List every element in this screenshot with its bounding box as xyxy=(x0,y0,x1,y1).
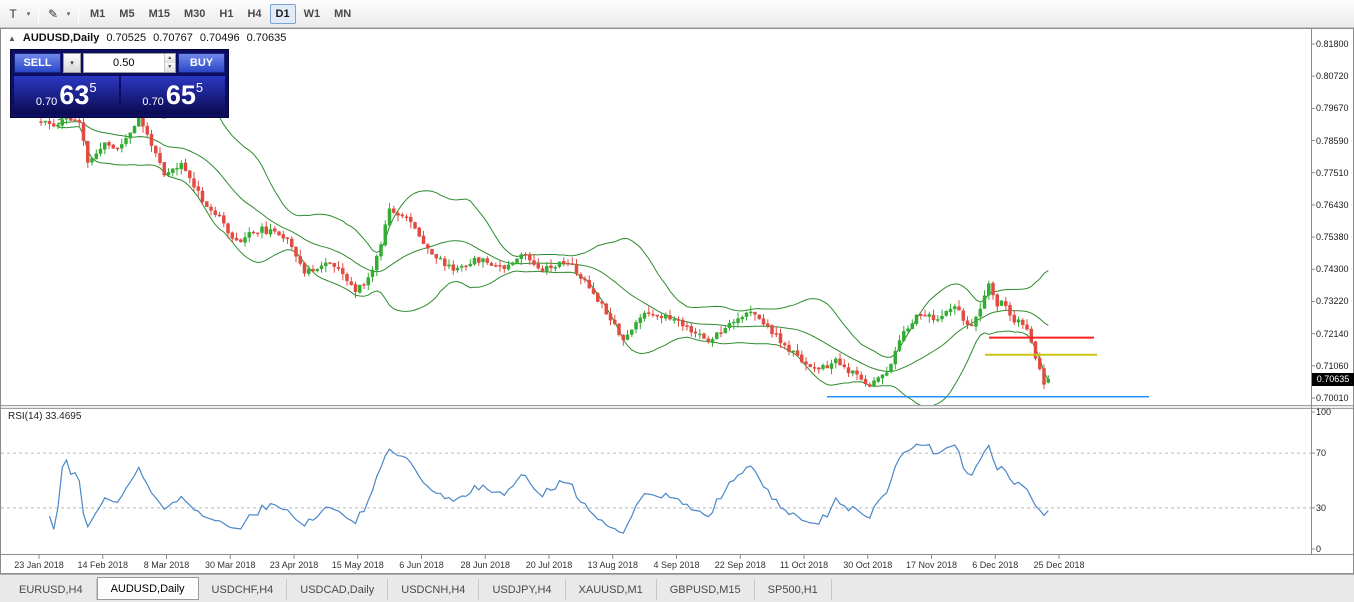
date-axis-label: 11 Oct 2018 xyxy=(779,560,829,570)
tab-usdjpy-h4[interactable]: USDJPY,H4 xyxy=(479,579,566,600)
ask-big-digits: 65 xyxy=(165,79,196,110)
timeframe-d1[interactable]: D1 xyxy=(269,3,296,24)
open-value: 0.70525 xyxy=(106,32,147,44)
current-price-badge: 0.70635 xyxy=(1312,372,1354,386)
timeframe-mn[interactable]: MN xyxy=(328,4,357,24)
bid-prefix: 0.70 xyxy=(35,96,58,108)
timeframe-m5[interactable]: M5 xyxy=(113,4,140,24)
date-axis-label: 15 May 2018 xyxy=(331,560,384,570)
timeframe-h1[interactable]: H1 xyxy=(213,4,239,24)
date-axis-label: 30 Oct 2018 xyxy=(843,560,893,570)
date-axis-label: 20 Jul 2018 xyxy=(525,560,573,570)
price-axis-label: 0.80720 xyxy=(1316,71,1349,82)
date-axis-label: 4 Sep 2018 xyxy=(653,560,700,570)
rsi-axis-label: 100 xyxy=(1316,407,1332,417)
tab-eurusd-h4[interactable]: EURUSD,H4 xyxy=(6,579,97,600)
date-axis-label: 6 Dec 2018 xyxy=(972,560,1019,570)
tab-usdcad-daily[interactable]: USDCAD,Daily xyxy=(287,579,389,600)
price-axis-label: 0.81800 xyxy=(1316,39,1349,49)
timeframe-m30[interactable]: M30 xyxy=(178,4,211,24)
low-value: 0.70496 xyxy=(199,32,240,44)
date-axis-label: 13 Aug 2018 xyxy=(587,560,639,570)
chevron-down-icon: ▾ xyxy=(70,60,74,67)
text-tool-button[interactable]: T xyxy=(3,3,23,25)
chart-title: ▲ AUDUSD,Daily 0.70525 0.70767 0.70496 0… xyxy=(8,32,286,44)
one-click-trading-panel: SELL ▾ ▲ ▼ BUY 0.70 63 5 0.70 65 xyxy=(10,49,229,118)
toolbar: T ▾ ✎ ▾ M1 M5 M15 M30 H1 H4 D1 W1 MN xyxy=(0,0,1354,28)
price-axis-label: 0.74300 xyxy=(1316,264,1349,275)
timeframe-buttons: M1 M5 M15 M30 H1 H4 D1 W1 MN xyxy=(83,3,358,24)
date-axis-label: 6 Jun 2018 xyxy=(399,560,444,570)
price-axis-label: 0.73220 xyxy=(1316,296,1349,307)
tab-usdchf-h4[interactable]: USDCHF,H4 xyxy=(199,579,288,600)
date-axis-label: 22 Sep 2018 xyxy=(714,560,766,570)
one-click-panel-toggle-icon[interactable]: ▲ xyxy=(8,33,16,43)
price-axis-label: 0.76430 xyxy=(1316,199,1349,210)
timeframe-h4[interactable]: H4 xyxy=(241,4,267,24)
price-axis-label: 0.72140 xyxy=(1316,328,1349,339)
chart-canvas[interactable] xyxy=(1,29,1353,573)
timeframe-m1[interactable]: M1 xyxy=(84,4,111,24)
date-axis-label: 28 Jun 2018 xyxy=(460,560,511,570)
draw-tool-dropdown[interactable]: ▾ xyxy=(63,3,74,25)
tab-sp500-h1[interactable]: SP500,H1 xyxy=(755,579,832,600)
volume-input[interactable] xyxy=(84,54,164,72)
bid-big-digits: 63 xyxy=(59,79,90,110)
timeframe-m15[interactable]: M15 xyxy=(143,4,176,24)
date-axis-label: 8 Mar 2018 xyxy=(143,560,190,570)
tab-audusd-daily[interactable]: AUDUSD,Daily xyxy=(96,577,199,600)
date-axis-label: 14 Feb 2018 xyxy=(77,560,129,570)
draw-tool-button[interactable]: ✎ xyxy=(43,3,63,25)
price-axis[interactable]: 0.81800 0.80720 0.79670 0.78590 0.77510 0.764… xyxy=(1312,29,1354,555)
text-tool-icon: T xyxy=(9,6,17,21)
price-axis-label: 0.75380 xyxy=(1316,232,1349,243)
bid-price-display[interactable]: 0.70 63 5 xyxy=(14,76,119,114)
price-axis-label: 0.70010 xyxy=(1316,393,1349,403)
timeframe-w1[interactable]: W1 xyxy=(298,4,327,24)
chevron-down-icon: ▾ xyxy=(66,10,71,18)
date-axis-label: 23 Apr 2018 xyxy=(269,560,319,570)
bid-pip-digit: 5 xyxy=(89,80,97,95)
rsi-indicator-label: RSI(14) 33.4695 xyxy=(8,411,82,422)
ask-price-display[interactable]: 0.70 65 5 xyxy=(120,76,225,114)
volume-down-button[interactable]: ▼ xyxy=(164,63,175,72)
date-axis-label: 23 Jan 2018 xyxy=(14,560,64,570)
rsi-axis-label: 0 xyxy=(1316,544,1322,554)
ohlc-values: 0.70525 0.70767 0.70496 0.70635 xyxy=(106,32,286,44)
price-axis-label: 0.71060 xyxy=(1316,360,1349,371)
volume-dropdown-button[interactable]: ▾ xyxy=(63,53,81,73)
chart-window: ▲ AUDUSD,Daily 0.70525 0.70767 0.70496 0… xyxy=(0,28,1354,574)
chart-tabs-bar: EURUSD,H4 AUDUSD,Daily USDCHF,H4 USDCAD,Dai… xyxy=(0,574,1354,602)
text-tool-dropdown[interactable]: ▾ xyxy=(23,3,34,25)
toolbar-separator xyxy=(38,4,39,23)
pencil-icon: ✎ xyxy=(47,6,59,21)
ask-pip-digit: 5 xyxy=(195,80,204,95)
buy-button[interactable]: BUY xyxy=(178,53,225,73)
close-value: 0.70635 xyxy=(246,32,287,44)
volume-stepper: ▲ ▼ xyxy=(163,54,175,72)
price-axis-label: 0.77510 xyxy=(1316,167,1349,178)
toolbar-separator xyxy=(78,4,79,23)
ask-prefix: 0.70 xyxy=(142,96,164,108)
symbol-label: AUDUSD,Daily xyxy=(22,32,100,44)
sell-button[interactable]: SELL xyxy=(14,53,61,73)
rsi-axis-label: 30 xyxy=(1316,502,1327,513)
rsi-axis-label: 70 xyxy=(1316,448,1327,459)
date-axis-label: 17 Nov 2018 xyxy=(905,560,958,570)
tab-xauusd-m1[interactable]: XAUUSD,M1 xyxy=(566,579,657,600)
price-axis-label: 0.79670 xyxy=(1316,103,1349,114)
price-axis-label: 0.78590 xyxy=(1316,135,1349,146)
tab-gbpusd-m15[interactable]: GBPUSD,M15 xyxy=(657,579,755,600)
date-axis-label: 25 Dec 2018 xyxy=(1033,560,1085,570)
high-value: 0.70767 xyxy=(153,32,193,44)
time-axis[interactable]: 23 Jan 2018 14 Feb 2018 8 Mar 2018 30 Mar 2… xyxy=(1,555,1311,573)
chevron-down-icon: ▾ xyxy=(26,10,31,18)
volume-up-button[interactable]: ▲ xyxy=(164,54,175,63)
date-axis-label: 30 Mar 2018 xyxy=(204,560,256,570)
tab-usdcnh-h4[interactable]: USDCNH,H4 xyxy=(388,579,480,600)
